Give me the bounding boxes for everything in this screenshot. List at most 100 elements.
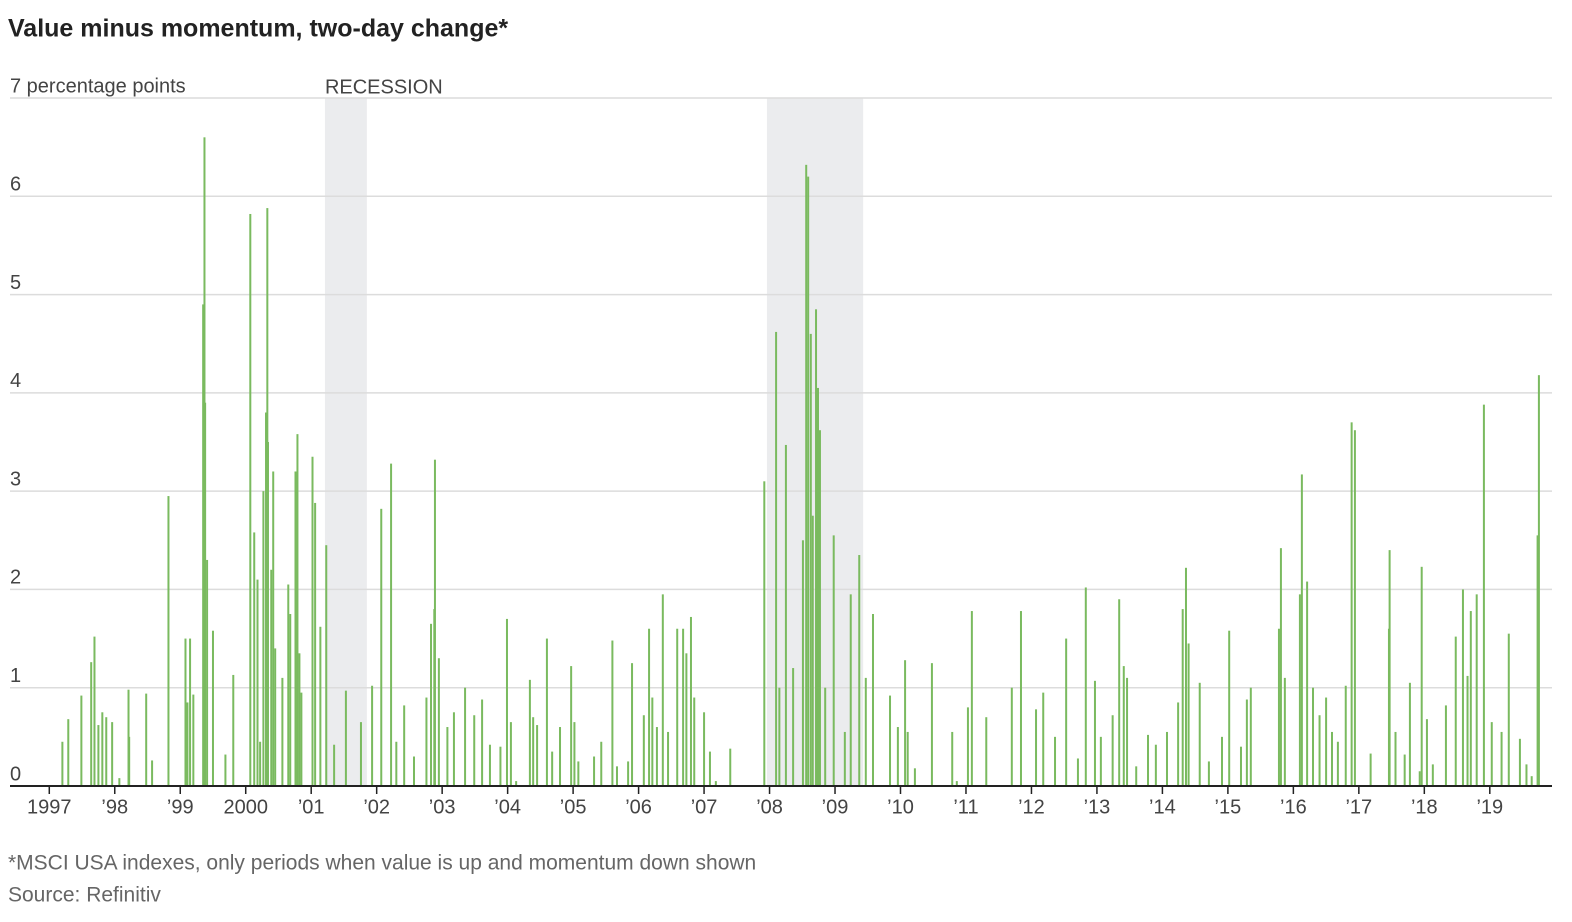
x-tick-label: ’16 [1280,796,1307,818]
bar [1394,731,1397,786]
bar [262,491,265,786]
bar [1312,687,1315,786]
bar [192,694,195,786]
bar [1298,594,1301,786]
bar [573,722,576,786]
bar [985,717,988,786]
bar [1330,731,1333,786]
bar [128,736,131,786]
bar [1181,609,1184,786]
bar [1239,746,1242,786]
bar [111,722,114,786]
bar [1431,764,1434,786]
bar [1353,430,1356,786]
bar [864,677,867,786]
bar [259,741,262,786]
bar [437,658,440,786]
bar [118,778,121,786]
bar [151,760,154,786]
bar [272,471,275,786]
bar [452,712,455,786]
source: Source: Refinitiv [8,884,161,907]
bar [90,662,93,786]
x-tick-label: ’11 [953,796,978,818]
bar [1111,715,1114,786]
bar [359,722,362,786]
y-tick-label: 1 [10,665,21,687]
bar [1249,687,1252,786]
bar [509,722,512,786]
bar [1093,680,1096,786]
x-tick-label: ’13 [1084,796,1111,818]
bar [433,459,436,786]
bar [311,456,314,786]
bar [951,731,954,786]
bar [1408,682,1411,786]
bar [778,687,781,786]
bar [184,638,187,786]
x-tick-label: ’08 [756,796,783,818]
bar [1482,404,1485,786]
bar [371,685,374,786]
recession-band [324,98,367,786]
bar [805,164,808,786]
bar [809,333,812,786]
bar [67,719,70,786]
bar [1228,630,1231,786]
bar [627,761,630,786]
bar [651,697,654,786]
y-tick-label: 7 percentage points [10,75,186,97]
bar [97,725,100,786]
bar [403,705,406,786]
bar [1187,643,1190,786]
bar [270,569,273,786]
bar [1537,375,1540,786]
bar [412,756,415,786]
bar [481,699,484,786]
x-tick-label: ’01 [298,796,325,818]
bar [380,508,383,786]
chart-title: Value minus momentum, two-day change* [8,15,508,43]
bar [661,594,664,786]
bar [913,768,916,786]
bar [300,692,303,786]
bar [703,712,706,786]
x-tick-label: ’15 [1215,796,1242,818]
bar [61,741,64,786]
bar [1147,734,1150,786]
bar [729,748,732,786]
bar [1388,550,1391,786]
bar [577,761,580,786]
bar [818,430,821,786]
bar [390,463,393,786]
bar [289,614,292,786]
bar [249,213,252,786]
bar [904,660,907,786]
bar [1530,776,1533,786]
bar [1444,705,1447,786]
bar [1403,754,1406,786]
bar [824,687,827,786]
bar [1306,581,1309,786]
x-tick-label: ’02 [363,796,390,818]
bar [545,638,548,786]
bar [693,697,696,786]
bar [1277,628,1280,786]
bar [1454,636,1457,786]
bar [1507,633,1510,786]
bar [1490,722,1493,786]
bar [430,623,433,786]
bar [211,630,214,786]
bar [253,532,256,786]
recession-label: RECESSION [325,76,443,98]
bar [1325,697,1328,786]
bar [1154,744,1157,786]
y-tick-label: 6 [10,174,21,196]
x-tick-label: ’05 [560,796,587,818]
x-tick-label: ’19 [1476,796,1503,818]
bar [256,579,259,786]
x-tick-label: ’12 [1018,796,1045,818]
footnote: *MSCI USA indexes, only periods when val… [8,852,756,875]
bar [896,727,899,786]
bar [966,707,969,786]
